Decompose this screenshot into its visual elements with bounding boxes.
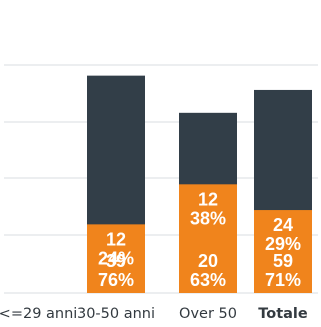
data-label-count-over-50-s0: 20 (198, 251, 218, 271)
data-label-count-totale-s1: 24 (273, 215, 293, 235)
data-label-percent-over-50-s1: 38% (190, 208, 226, 228)
data-label-count-30-50-s1: 12 (106, 229, 126, 249)
bars (87, 75, 312, 293)
data-label-percent-over-50-s0: 63% (190, 270, 226, 290)
data-label-percent-30-50-s1: 24% (98, 248, 134, 268)
bar-segment-orange-totale (254, 210, 312, 293)
data-label-count-totale-s0: 59 (273, 251, 293, 271)
data-label-percent-totale-s0: 71% (265, 270, 301, 290)
category-label-totale: Totale (258, 306, 308, 322)
data-label-percent-30-50-s0: 76% (98, 270, 134, 290)
category-labels: <=29 anni 30-50 anni Over 50 Totale (0, 306, 308, 322)
category-label-over-50: Over 50 (179, 306, 237, 322)
bar-segment-orange-over-50 (179, 184, 237, 293)
data-label-percent-totale-s1: 29% (265, 234, 301, 254)
data-label-count-30-50-s0: 39 (106, 251, 126, 271)
category-label-under-29: <=29 anni (0, 306, 77, 322)
category-label-30-50: 30-50 anni (77, 306, 155, 322)
data-label-count-over-50-s1: 12 (198, 189, 218, 209)
bar-segment-orange-30-50 (87, 224, 145, 293)
